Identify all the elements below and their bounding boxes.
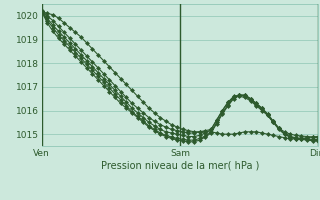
X-axis label: Pression niveau de la mer( hPa ): Pression niveau de la mer( hPa ) xyxy=(101,161,259,171)
